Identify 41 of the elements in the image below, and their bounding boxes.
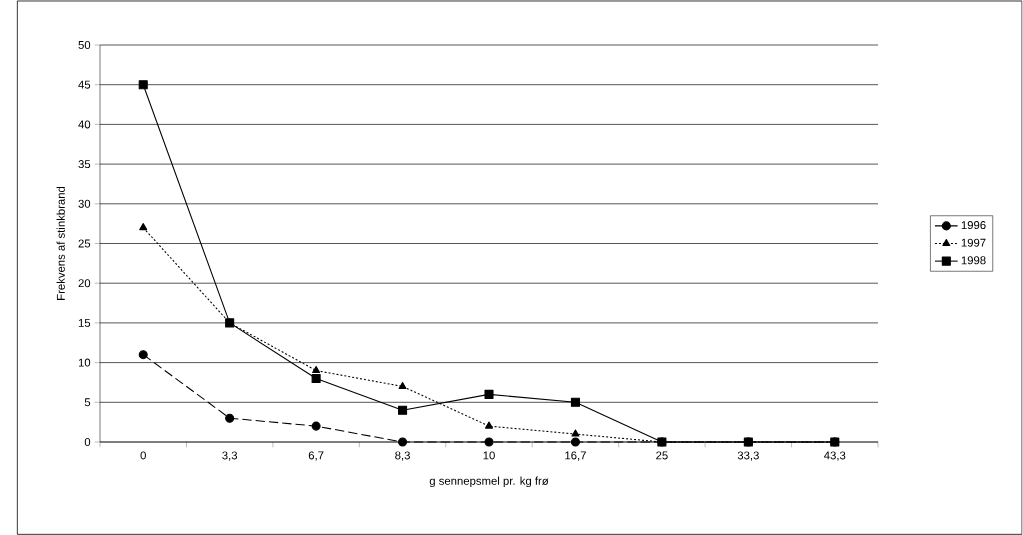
point: [138, 350, 148, 360]
y-tick-label: 0: [84, 438, 91, 446]
y-tick-label: 20: [78, 279, 91, 288]
y-tick-label: 15: [78, 318, 91, 327]
x-axis-title: g sennepsmel pr. kg frø: [429, 476, 549, 488]
y-axis-title: Frekvens af stinkbrand: [56, 186, 65, 300]
point: [570, 397, 580, 407]
point: [311, 421, 321, 431]
x-tick-label: 0: [140, 451, 146, 460]
point: [484, 437, 494, 447]
legend-label: 1997: [961, 238, 986, 247]
x-tick-label: 6,7: [308, 451, 324, 461]
point: [398, 437, 408, 447]
x-tick-label: 10: [483, 451, 495, 460]
legend-label: 1996: [961, 221, 986, 230]
point: [311, 373, 321, 384]
point: [312, 366, 321, 374]
y-tick-label: 50: [78, 41, 91, 50]
x-tick-label: 33,3: [737, 451, 759, 461]
y-tick-label: 35: [78, 160, 91, 169]
point: [139, 223, 148, 231]
x-tick-label: 16,7: [565, 451, 586, 461]
y-tick-label: 40: [78, 120, 91, 129]
legend-label: 1998: [961, 256, 986, 265]
x-tick-label: 3,3: [222, 451, 238, 461]
point: [484, 389, 494, 399]
point: [398, 381, 407, 389]
point: [398, 405, 408, 415]
x-tick-label: 43,3: [824, 451, 846, 461]
point: [138, 80, 148, 90]
x-tick-label: 25: [656, 451, 668, 460]
point: [571, 429, 580, 437]
y-tick-label: 5: [84, 398, 91, 407]
y-tick-label: 10: [78, 358, 91, 367]
point: [485, 421, 494, 429]
x-tick-label: 8,3: [395, 451, 410, 461]
y-tick-label: 25: [78, 239, 91, 248]
point: [225, 413, 235, 423]
point: [570, 437, 580, 447]
y-tick-label: 30: [78, 199, 91, 208]
y-tick-label: 45: [78, 80, 91, 89]
